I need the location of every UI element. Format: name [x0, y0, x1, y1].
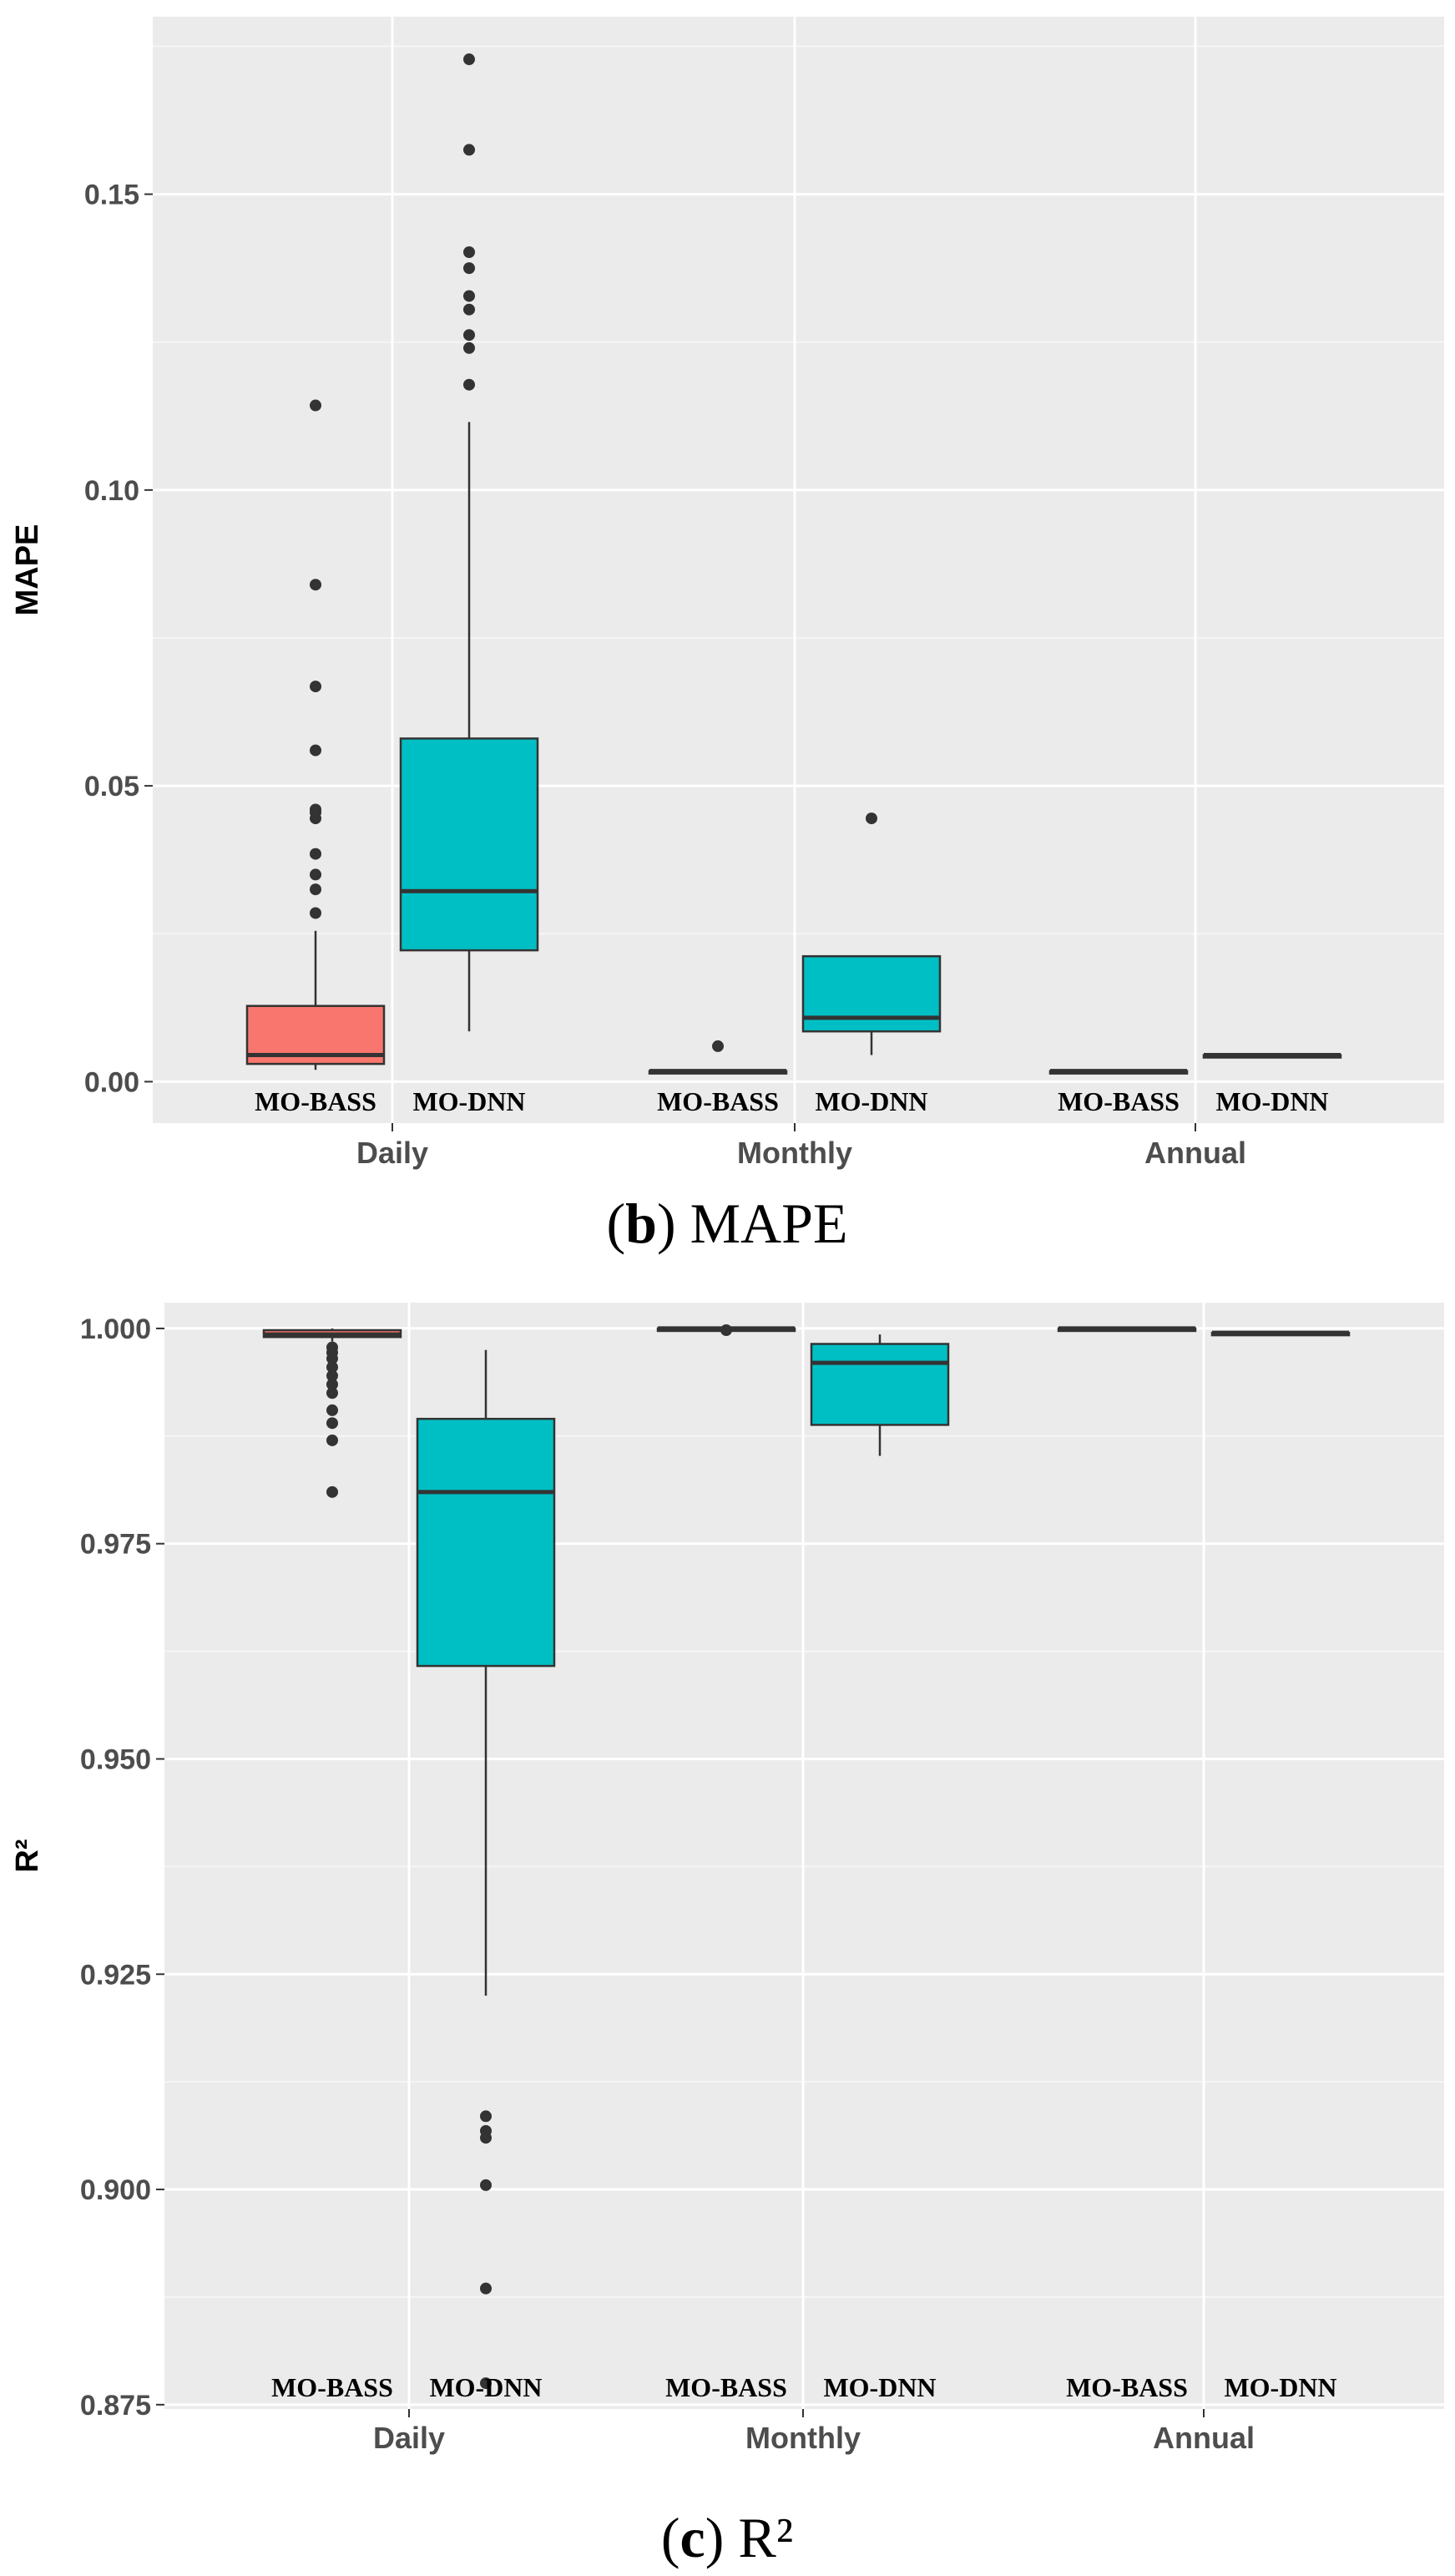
outlier-point — [866, 812, 877, 825]
outlier-point — [712, 1040, 724, 1052]
x-category-label: Annual — [1144, 1136, 1246, 1170]
outlier-point — [310, 579, 321, 591]
x-category-label: Monthly — [745, 2421, 861, 2455]
x-category-label: Monthly — [737, 1136, 852, 1170]
x-category-label: Annual — [1153, 2421, 1255, 2455]
outlier-point — [463, 262, 475, 275]
box-monthly-mo-dnn — [810, 1343, 950, 1426]
group-label: MO-BASS — [1058, 1086, 1180, 1116]
plot-background — [153, 17, 1444, 1123]
outlier-point — [463, 290, 475, 302]
y-tick-label: 0.10 — [84, 475, 139, 507]
outlier-point — [720, 1323, 732, 1336]
outlier-point — [463, 342, 475, 354]
outlier-point — [326, 1369, 338, 1382]
outlier-point — [463, 53, 475, 66]
y-tick-label: 0.875 — [80, 2390, 151, 2422]
group-label: MO-BASS — [665, 2372, 787, 2402]
outlier-point — [463, 144, 475, 156]
outlier-point — [480, 2110, 492, 2123]
y-tick-label: 0.15 — [84, 180, 139, 211]
outlier-point — [310, 744, 321, 757]
group-label: MO-DNN — [412, 1086, 525, 1116]
mape-panel: 0.00 0.05 0.10 0.15 MAPE Daily Monthly Annual MO… — [10, 17, 1444, 1255]
group-label: MO-BASS — [1066, 2372, 1188, 2402]
y-tick-label: 0.00 — [84, 1066, 139, 1098]
outlier-point — [310, 399, 321, 412]
group-label: MO-DNN — [1224, 2372, 1336, 2402]
group-label: MO-BASS — [271, 2372, 393, 2402]
y-tick-label: 0.05 — [84, 771, 139, 802]
group-label: MO-DNN — [823, 2372, 936, 2402]
y-tick-label: 0.950 — [80, 1743, 151, 1775]
outlier-point — [463, 378, 475, 391]
outlier-point — [310, 868, 321, 881]
x-category-label: Daily — [356, 1136, 428, 1170]
outlier-point — [326, 1404, 338, 1416]
box-daily-mo-dnn — [416, 1417, 556, 1668]
outlier-point — [326, 1378, 338, 1390]
outlier-point — [310, 883, 321, 896]
y-tick-label: 0.925 — [80, 1959, 151, 1991]
outlier-point — [480, 2132, 492, 2144]
outlier-point — [326, 1417, 338, 1430]
outlier-point — [463, 246, 475, 259]
group-label: MO-DNN — [429, 2372, 542, 2402]
r2-panel: 0.875 0.900 0.925 0.950 0.975 1.000 R² Daily Mon… — [10, 1303, 1444, 2569]
outlier-point — [310, 848, 321, 860]
box-daily-mo-dnn — [399, 737, 539, 952]
outlier-point — [310, 907, 321, 919]
outlier-point — [326, 1434, 338, 1446]
group-label: MO-DNN — [1215, 1086, 1328, 1116]
outlier-point — [480, 2179, 492, 2191]
y-axis-title: MAPE — [10, 524, 45, 616]
group-label: MO-BASS — [657, 1086, 779, 1116]
outlier-point — [480, 2282, 492, 2295]
y-axis-title: R² — [10, 1839, 45, 1872]
group-label: MO-DNN — [815, 1086, 927, 1116]
outlier-point — [480, 2377, 492, 2390]
panel-caption: (b) MAPE — [606, 1192, 847, 1255]
y-tick-label: 0.900 — [80, 2174, 151, 2206]
panel-caption: (c) R² — [661, 2506, 793, 2569]
group-label: MO-BASS — [255, 1086, 376, 1116]
outlier-point — [326, 1387, 338, 1399]
outlier-point — [326, 1341, 338, 1354]
outlier-point — [326, 1485, 338, 1498]
box-monthly-mo-dnn — [801, 954, 942, 1033]
outlier-point — [463, 329, 475, 342]
outlier-point — [463, 303, 475, 316]
y-tick-label: 1.000 — [80, 1313, 151, 1345]
outlier-point — [310, 803, 321, 816]
x-category-label: Daily — [373, 2421, 445, 2455]
outlier-point — [310, 681, 321, 693]
outlier-point — [326, 1361, 338, 1374]
y-tick-label: 0.975 — [80, 1529, 151, 1561]
